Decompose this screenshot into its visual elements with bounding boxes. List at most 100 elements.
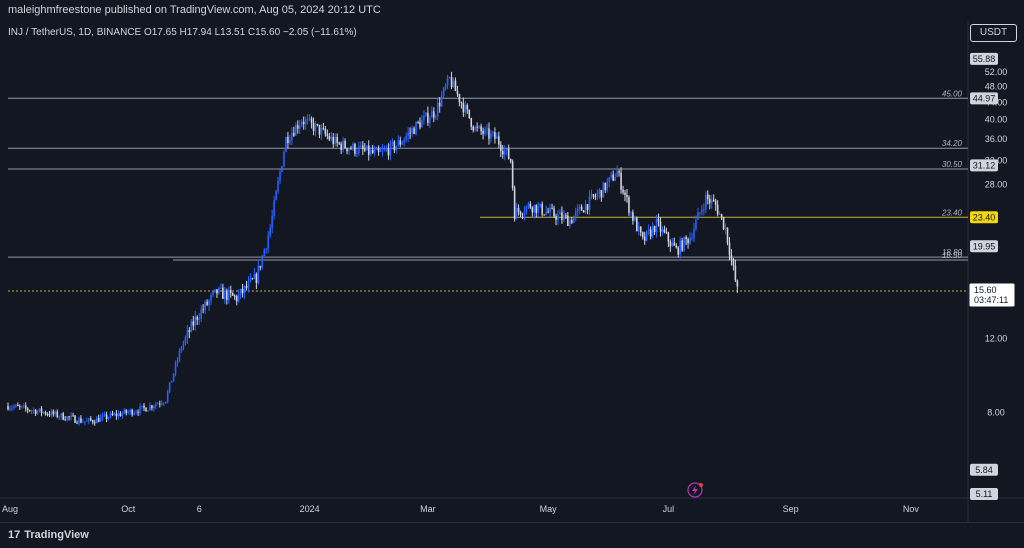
price-badge-label: 44.97: [973, 93, 996, 103]
candle: [255, 272, 258, 290]
candle: [409, 127, 411, 140]
candle: [143, 402, 145, 412]
candle: [501, 145, 504, 159]
candle-body: [442, 87, 445, 96]
candle: [705, 191, 707, 214]
tradingview-logo[interactable]: 17 TradingView: [8, 529, 89, 541]
candle: [82, 418, 84, 423]
candle: [529, 201, 532, 209]
candle-body: [681, 240, 683, 251]
candle-body: [198, 318, 201, 320]
candle: [22, 403, 25, 409]
candle: [212, 291, 214, 298]
candle: [95, 416, 98, 424]
candle-body: [586, 204, 589, 210]
price-badge-label: 31.12: [973, 160, 996, 170]
candle: [661, 226, 664, 236]
candle-body: [133, 412, 135, 415]
candle: [259, 265, 262, 271]
candle-body: [588, 195, 591, 210]
candle: [200, 305, 202, 323]
candle: [373, 145, 376, 157]
candle-body: [350, 148, 352, 150]
candle-body: [545, 211, 547, 215]
candle: [72, 412, 74, 417]
candle-body: [338, 142, 340, 144]
candle-body: [326, 134, 329, 137]
candle-body: [178, 350, 181, 361]
candle-body: [706, 194, 709, 200]
candle: [235, 294, 238, 306]
candle-body: [157, 403, 159, 405]
candle-body: [312, 122, 315, 132]
candle: [253, 267, 256, 280]
currency-selector[interactable]: USDT: [970, 24, 1017, 42]
candle-body: [162, 402, 165, 404]
candle: [423, 110, 425, 125]
candle-body: [598, 190, 601, 194]
candle-body: [440, 95, 443, 107]
candle-body: [40, 408, 43, 413]
candle-body: [505, 148, 508, 151]
candle: [395, 145, 398, 154]
candle-body: [395, 145, 398, 151]
candle: [389, 140, 392, 161]
candle: [557, 210, 559, 226]
candle: [54, 410, 57, 417]
candle: [298, 119, 301, 134]
candle: [649, 226, 652, 240]
candle-body: [458, 94, 461, 103]
candle: [137, 409, 139, 416]
candle-body: [377, 148, 380, 152]
candle: [178, 348, 181, 363]
candle: [233, 294, 236, 300]
candle-body: [606, 181, 609, 191]
lightning-icon[interactable]: [687, 482, 703, 498]
candle-body: [208, 300, 210, 305]
candle-body: [622, 189, 624, 193]
candle-body: [432, 111, 435, 118]
candle: [511, 159, 514, 191]
candle: [594, 193, 597, 201]
candle-body: [452, 80, 455, 88]
candle-body: [267, 235, 270, 249]
candle: [647, 224, 650, 235]
candle-body: [22, 405, 25, 407]
candle-body: [17, 404, 19, 407]
tradingview-brand: TradingView: [24, 529, 89, 541]
candle-body: [30, 410, 33, 412]
candle-body: [570, 220, 573, 223]
candle: [310, 116, 313, 129]
candle-body: [192, 321, 195, 326]
candle: [632, 209, 634, 225]
candle: [42, 411, 45, 415]
candle-body: [732, 259, 735, 266]
candle-body: [131, 409, 133, 415]
candle-body: [488, 128, 490, 139]
candle: [673, 237, 676, 246]
candle-body: [202, 309, 204, 311]
candle-body: [19, 406, 21, 407]
candle: [314, 120, 317, 137]
candle-body: [9, 408, 11, 410]
candle: [570, 217, 573, 225]
candle-body: [123, 409, 126, 414]
candle: [348, 148, 350, 156]
price-tick-label: 52.00: [985, 67, 1008, 77]
plot-background: [0, 22, 1024, 522]
candle-body: [470, 118, 473, 127]
candle-body: [344, 140, 346, 149]
candle-body: [616, 171, 618, 178]
candle-body: [68, 416, 70, 418]
candle: [630, 211, 632, 217]
candle: [352, 142, 354, 151]
candle: [13, 404, 15, 411]
candle: [498, 131, 500, 149]
candle: [460, 101, 463, 109]
candle: [641, 231, 644, 240]
candle: [393, 140, 396, 153]
candle-body: [227, 290, 230, 300]
candle-body: [590, 194, 593, 196]
candle: [397, 135, 400, 147]
